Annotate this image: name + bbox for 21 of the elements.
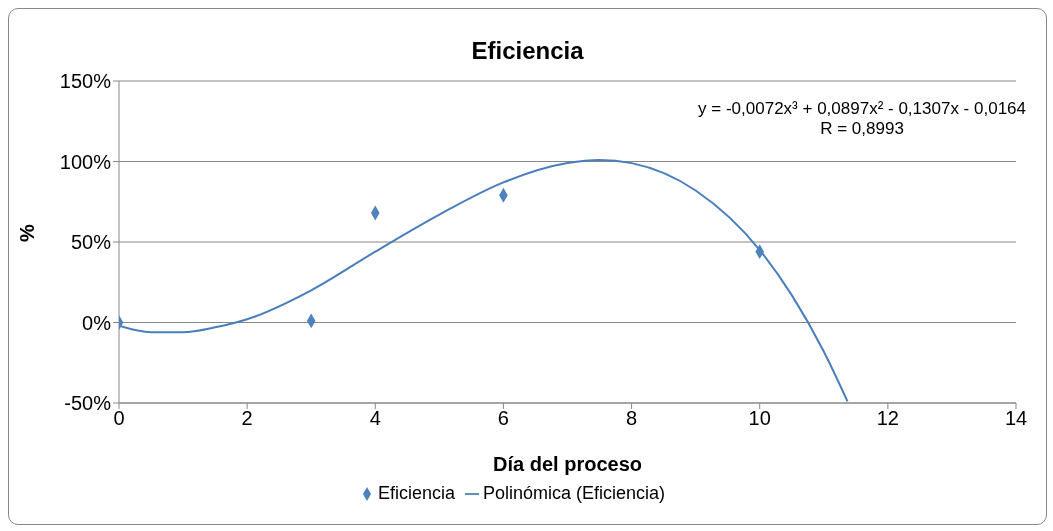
x-tick-label: 4: [369, 407, 381, 430]
y-axis-title: %: [16, 224, 39, 242]
x-tick-label: 0: [113, 407, 125, 430]
y-tick-label: 50%: [70, 231, 112, 254]
legend-label: Polinómica (Eficiencia): [482, 483, 666, 503]
x-tick-label: 8: [626, 407, 638, 430]
line-series: [119, 158, 849, 403]
x-tick-label: 6: [497, 407, 509, 430]
legend-label: Eficiencia: [377, 483, 455, 503]
y-tick-label: 150%: [59, 70, 112, 93]
y-tick-label: -50%: [64, 392, 112, 415]
x-axis-title: Día del proceso: [493, 453, 642, 475]
y-tick-label: 100%: [59, 150, 112, 173]
annotation: y = -0,0072x³ + 0,0897x² - 0,1307x - 0,0164: [698, 99, 1026, 119]
x-tick-label: 2: [241, 407, 253, 430]
x-tick-label: 12: [876, 407, 899, 430]
x-tick-label: 14: [1004, 407, 1028, 430]
y-tick-label: 0%: [82, 311, 112, 334]
chart-title: Eficiencia: [470, 37, 585, 65]
x-tick-label: 10: [748, 407, 771, 430]
annotation: R = 0,8993: [819, 119, 905, 139]
